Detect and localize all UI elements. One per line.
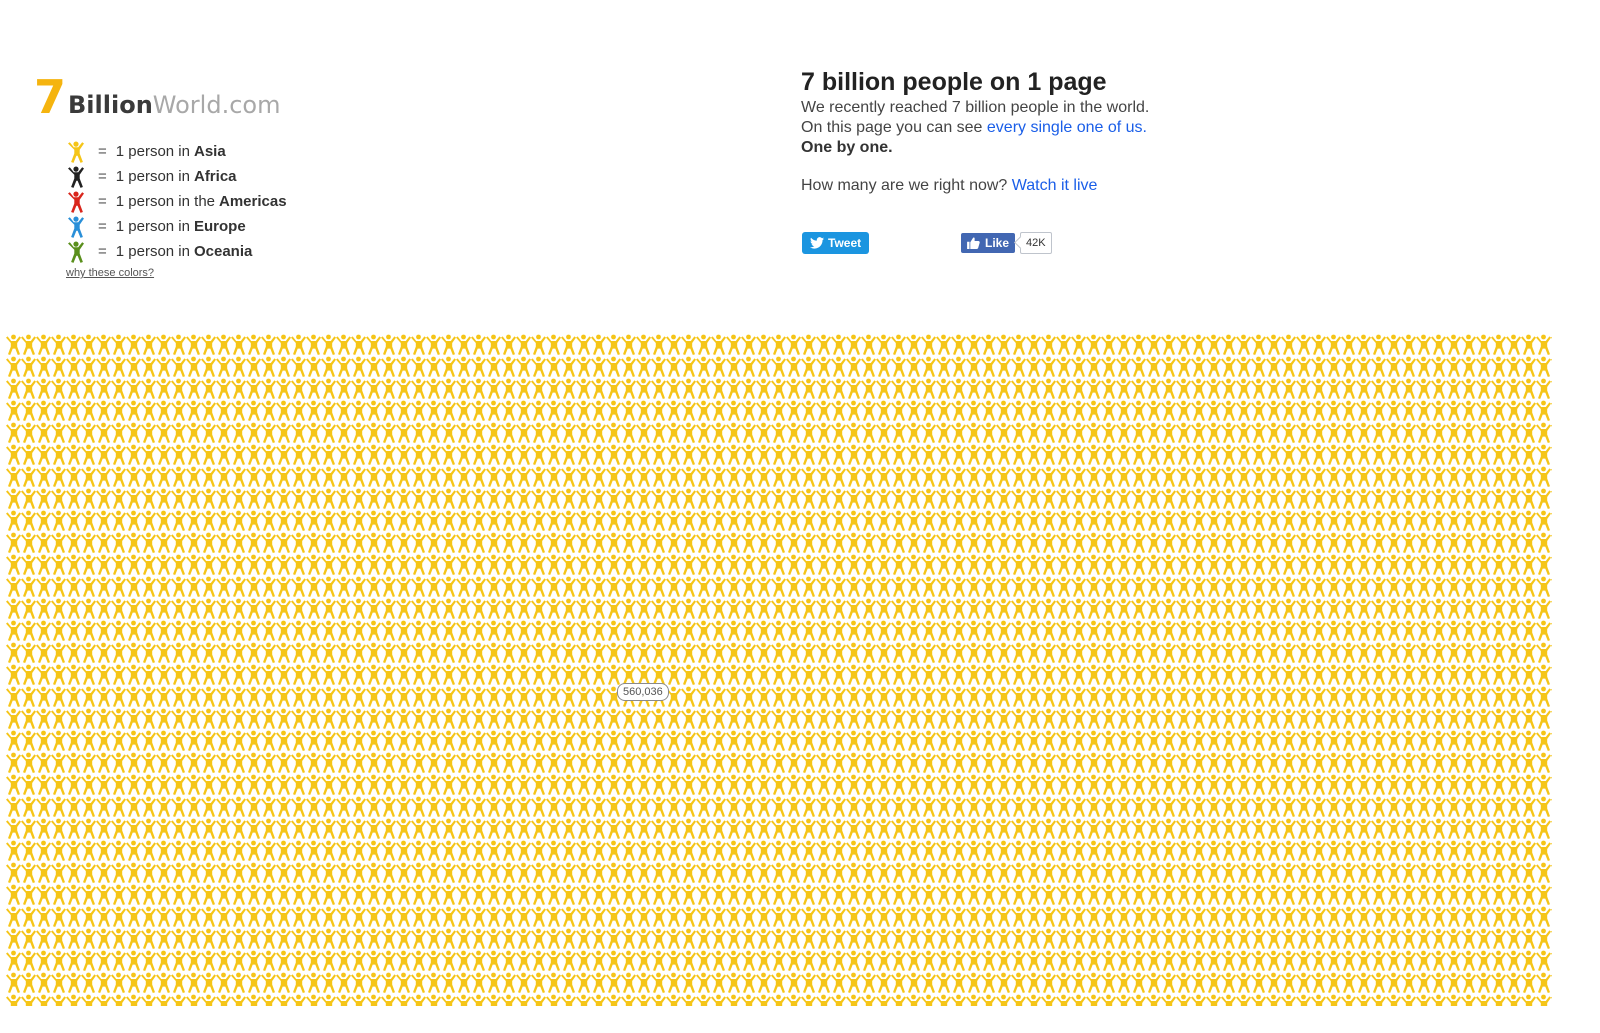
legend-region: Africa xyxy=(193,168,237,185)
person-icon xyxy=(68,166,84,188)
legend-equals: = xyxy=(98,243,107,260)
site-logo[interactable]: 7 Billion World.com xyxy=(34,70,280,120)
why-these-colors-link[interactable]: why these colors? xyxy=(66,267,155,279)
twitter-bird-icon xyxy=(810,237,824,249)
intro-line-3: One by one. xyxy=(801,139,893,156)
page-title: 7 billion people on 1 page xyxy=(801,68,1107,96)
live-line: How many are we right now? Watch it live xyxy=(801,176,1321,196)
every-single-one-link[interactable]: every single one of us. xyxy=(986,119,1147,136)
legend-region: Oceania xyxy=(193,243,253,260)
person-icon xyxy=(68,216,84,238)
person-icon xyxy=(68,141,84,163)
like-label: Like xyxy=(985,236,1010,250)
legend-region: Americas xyxy=(219,193,287,210)
tweet-label: Tweet xyxy=(828,236,862,250)
intro-line-2: On this page you can see every single on… xyxy=(801,118,1321,138)
watch-it-live-link[interactable]: Watch it live xyxy=(1011,177,1098,194)
legend-equals: = xyxy=(98,168,107,185)
legend-item-africa: = 1 person in Africa xyxy=(66,164,287,189)
intro-line-1: We recently reached 7 billion people in … xyxy=(801,99,1150,116)
intro-section: 7 billion people on 1 page We recently r… xyxy=(801,66,1321,196)
legend-equals: = xyxy=(98,143,107,160)
logo-world: World.com xyxy=(152,91,281,119)
legend-prefix: 1 person in xyxy=(115,218,190,235)
legend-prefix: 1 person in the xyxy=(115,193,216,210)
like-count: 42K xyxy=(1020,232,1052,254)
tweet-button[interactable]: Tweet xyxy=(802,232,870,254)
legend-region: Europe xyxy=(193,218,246,235)
intro-line-2-text: On this page you can see xyxy=(801,119,983,136)
legend-region: Asia xyxy=(193,143,226,160)
legend-prefix: 1 person in xyxy=(115,243,190,260)
facebook-like-button[interactable]: Like xyxy=(961,233,1016,253)
people-grid xyxy=(6,334,1552,1006)
legend-item-asia: = 1 person in Asia xyxy=(66,139,287,164)
person-counter-badge: 560,036 xyxy=(617,683,669,701)
color-legend: = 1 person in Asia = 1 person in Africa … xyxy=(66,139,287,279)
legend-item-europe: = 1 person in Europe xyxy=(66,214,287,239)
live-question: How many are we right now? xyxy=(801,177,1008,194)
legend-equals: = xyxy=(98,193,107,210)
person-icon xyxy=(68,241,84,263)
person-icon xyxy=(68,191,84,213)
logo-billion: Billion xyxy=(68,91,153,119)
legend-equals: = xyxy=(98,218,107,235)
logo-seven: 7 xyxy=(34,70,67,124)
social-buttons: Tweet Like 42K xyxy=(802,232,1062,256)
thumbs-up-icon xyxy=(967,237,980,249)
legend-prefix: 1 person in xyxy=(115,168,190,185)
legend-prefix: 1 person in xyxy=(115,143,190,160)
legend-item-americas: = 1 person in the Americas xyxy=(66,189,287,214)
legend-item-oceania: = 1 person in Oceania xyxy=(66,239,287,264)
